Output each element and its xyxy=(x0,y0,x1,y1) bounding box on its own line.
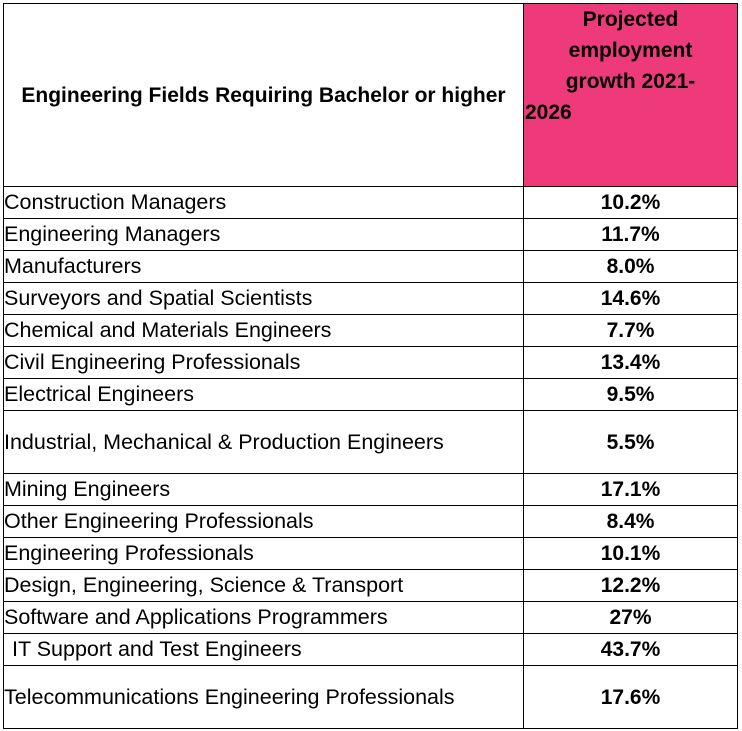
field-cell: Engineering Professionals xyxy=(3,537,524,570)
field-cell: Engineering Managers xyxy=(3,218,524,251)
header-row: Engineering Fields Requiring Bachelor or… xyxy=(3,3,738,187)
table-row: Civil Engineering Professionals 13.4% xyxy=(3,346,738,379)
growth-cell: 10.2% xyxy=(523,186,738,219)
growth-cell: 8.0% xyxy=(523,250,738,283)
table-row: Construction Managers 10.2% xyxy=(3,186,738,219)
field-cell: Telecommunications Engineering Professio… xyxy=(3,665,524,729)
table-row: Software and Applications Programmers 27… xyxy=(3,601,738,634)
field-cell: Mining Engineers xyxy=(3,473,524,506)
growth-header-line: employment xyxy=(568,39,693,62)
field-cell: Manufacturers xyxy=(3,250,524,283)
growth-cell: 17.1% xyxy=(523,473,738,506)
table-row: Other Engineering Professionals 8.4% xyxy=(3,505,738,538)
table-row: Design, Engineering, Science & Transport… xyxy=(3,569,738,602)
growth-cell: 27% xyxy=(523,601,738,634)
table-row: Engineering Managers 11.7% xyxy=(3,218,738,251)
field-cell: IT Support and Test Engineers xyxy=(3,633,524,666)
growth-cell: 10.1% xyxy=(523,537,738,570)
growth-header-line: 2026 xyxy=(525,101,572,124)
table-row: Telecommunications Engineering Professio… xyxy=(3,665,738,729)
table-row: Industrial, Mechanical & Production Engi… xyxy=(3,410,738,474)
field-cell: Industrial, Mechanical & Production Engi… xyxy=(3,410,524,474)
growth-cell: 8.4% xyxy=(523,505,738,538)
field-cell: Electrical Engineers xyxy=(3,378,524,411)
growth-cell: 12.2% xyxy=(523,569,738,602)
table-row: Chemical and Materials Engineers 7.7% xyxy=(3,314,738,347)
field-cell: Design, Engineering, Science & Transport xyxy=(3,569,524,602)
field-cell: Civil Engineering Professionals xyxy=(3,346,524,379)
growth-header-line: Projected xyxy=(582,8,679,31)
growth-cell: 17.6% xyxy=(523,665,738,729)
employment-growth-table: Engineering Fields Requiring Bachelor or… xyxy=(3,3,738,729)
growth-cell: 9.5% xyxy=(523,378,738,411)
growth-cell: 11.7% xyxy=(523,218,738,251)
table-row: Mining Engineers 17.1% xyxy=(3,473,738,506)
field-cell: Software and Applications Programmers xyxy=(3,601,524,634)
table-row: Electrical Engineers 9.5% xyxy=(3,378,738,411)
field-cell: Other Engineering Professionals xyxy=(3,505,524,538)
table-row: Surveyors and Spatial Scientists 14.6% xyxy=(3,282,738,315)
growth-cell: 43.7% xyxy=(523,633,738,666)
field-cell: Surveyors and Spatial Scientists xyxy=(3,282,524,315)
growth-cell: 5.5% xyxy=(523,410,738,474)
table-row: IT Support and Test Engineers 43.7% xyxy=(3,633,738,666)
table-row: Manufacturers 8.0% xyxy=(3,250,738,283)
growth-cell: 7.7% xyxy=(523,314,738,347)
table-row: Engineering Professionals 10.1% xyxy=(3,537,738,570)
field-cell: Chemical and Materials Engineers xyxy=(3,314,524,347)
field-cell: Construction Managers xyxy=(3,186,524,219)
growth-header-line: growth 2021- xyxy=(565,70,696,93)
field-column-header: Engineering Fields Requiring Bachelor or… xyxy=(3,3,524,187)
growth-column-header: Projected employment growth 2021- 2026 xyxy=(523,3,738,187)
growth-cell: 13.4% xyxy=(523,346,738,379)
growth-cell: 14.6% xyxy=(523,282,738,315)
